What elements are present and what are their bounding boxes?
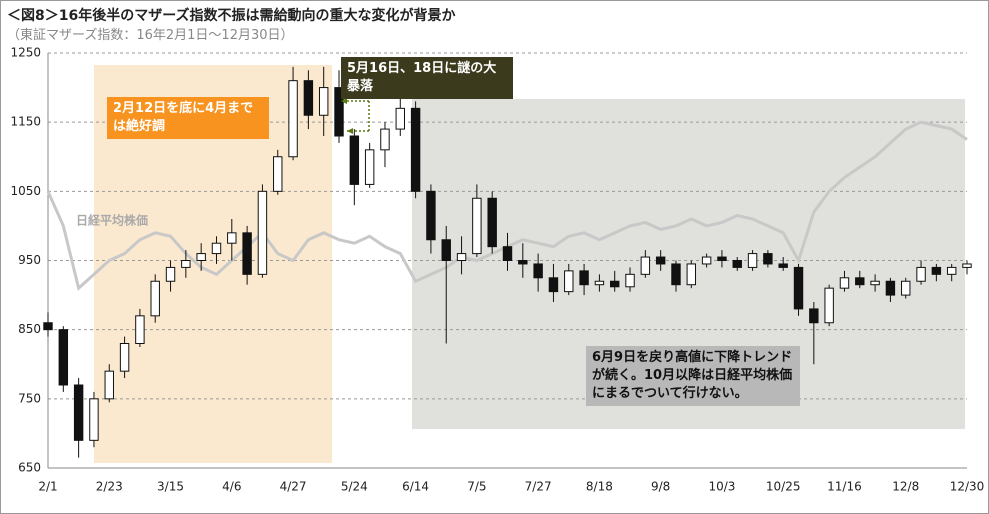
candle-body [472, 197, 482, 255]
candle-body [610, 280, 620, 288]
candle-body [426, 190, 436, 241]
y-tick-label: 950 [18, 253, 41, 267]
x-tick-label: 7/5 [467, 480, 486, 494]
candle-body [334, 87, 344, 137]
x-tick-label: 10/3 [708, 480, 735, 494]
y-tick-label: 1250 [10, 46, 41, 60]
candle-body [89, 398, 99, 441]
candle-body [901, 280, 911, 296]
chart-subtitle: （東証マザーズ指数：16年2月1日～12月30日） [7, 28, 294, 43]
x-tick-label: 12/8 [892, 480, 919, 494]
candle-body [349, 135, 360, 185]
candle-body [303, 80, 314, 116]
x-tick-label: 4/27 [280, 480, 307, 494]
annotation: 6月9日を戻り高値に下降トレンドが続く。10月以降は日経平均株価にまるでついて行… [586, 346, 800, 406]
candle-body [946, 266, 957, 275]
candle-body [548, 277, 559, 293]
candle-body [211, 242, 222, 255]
candle-body [364, 149, 375, 185]
annotation: 5月16日、18日に謎の大暴落 [341, 57, 513, 99]
candle-body [196, 253, 206, 261]
y-tick-label: 1050 [10, 184, 41, 198]
candle-body [242, 232, 252, 275]
x-tick-label: 8/18 [586, 480, 613, 494]
candle-body [502, 246, 513, 262]
candle-body [135, 315, 145, 345]
candle-body [916, 266, 926, 282]
candle-body [518, 260, 528, 265]
candle-body [717, 256, 727, 261]
y-tick-label: 1150 [10, 115, 41, 129]
arrowheads [341, 98, 353, 134]
candle-body [456, 253, 467, 261]
candle-body [962, 263, 972, 268]
candle-body [380, 128, 390, 151]
x-tick-label: 2/23 [96, 480, 123, 494]
y-tick-label: 750 [18, 391, 41, 405]
candle-body [579, 270, 589, 286]
candle-body [747, 253, 758, 268]
x-tick-label: 5/24 [341, 480, 368, 494]
candle-body [533, 263, 543, 279]
candle-body [257, 190, 268, 275]
x-tick-label: 10/25 [766, 480, 801, 494]
candle-body [395, 107, 405, 130]
x-tick-label: 4/6 [222, 480, 241, 494]
candle-body [625, 273, 635, 288]
candle-body [318, 87, 329, 116]
candle-body [410, 107, 421, 192]
x-tick-label: 9/8 [651, 480, 670, 494]
candle-body [809, 308, 819, 324]
pointer [341, 100, 370, 132]
candle-body [165, 266, 176, 282]
candle-body [763, 253, 773, 265]
candle-body [839, 277, 850, 289]
candle-body [885, 280, 896, 296]
candle-body [671, 263, 681, 286]
candle-body [150, 280, 160, 317]
series-label: 日経平均株価 [76, 213, 148, 228]
candle-body [487, 197, 497, 248]
candle-body [43, 322, 53, 331]
candle-body [273, 156, 283, 192]
candle-body [104, 370, 114, 400]
x-tick-label: 6/14 [402, 480, 429, 494]
candle-body [73, 384, 84, 441]
candle-body [732, 260, 742, 268]
candle-body [441, 239, 451, 261]
candle-body [119, 343, 130, 372]
candle-body [778, 263, 788, 268]
candle-body [824, 287, 834, 324]
candle-body [855, 277, 865, 286]
x-tick-label: 7/27 [525, 480, 552, 494]
x-tick-label: 12/30 [950, 480, 985, 494]
candle-body [655, 256, 666, 265]
candle-body [686, 263, 697, 286]
candle-body [793, 266, 804, 310]
candle-body [564, 270, 574, 293]
candle-body [181, 260, 191, 268]
chart-title: ＜図8＞16年後半のマザーズ指数不振は需給動向の重大な変化が背景か [7, 8, 456, 24]
y-tick-label: 650 [18, 461, 41, 475]
candle-body [931, 266, 942, 275]
candle-body [58, 329, 69, 386]
candle-body [870, 280, 880, 286]
x-tick-label: 3/15 [157, 480, 184, 494]
x-tick-label: 2/1 [38, 480, 57, 494]
candle-body [227, 232, 237, 244]
annotation: 2月12日を底に4月までは絶好調 [107, 97, 269, 139]
candle-body [594, 280, 605, 286]
candle-body [288, 80, 298, 158]
y-tick-label: 850 [18, 322, 41, 336]
x-tick-label: 11/16 [827, 480, 862, 494]
candle-body [701, 256, 712, 265]
candle-body [640, 256, 651, 275]
